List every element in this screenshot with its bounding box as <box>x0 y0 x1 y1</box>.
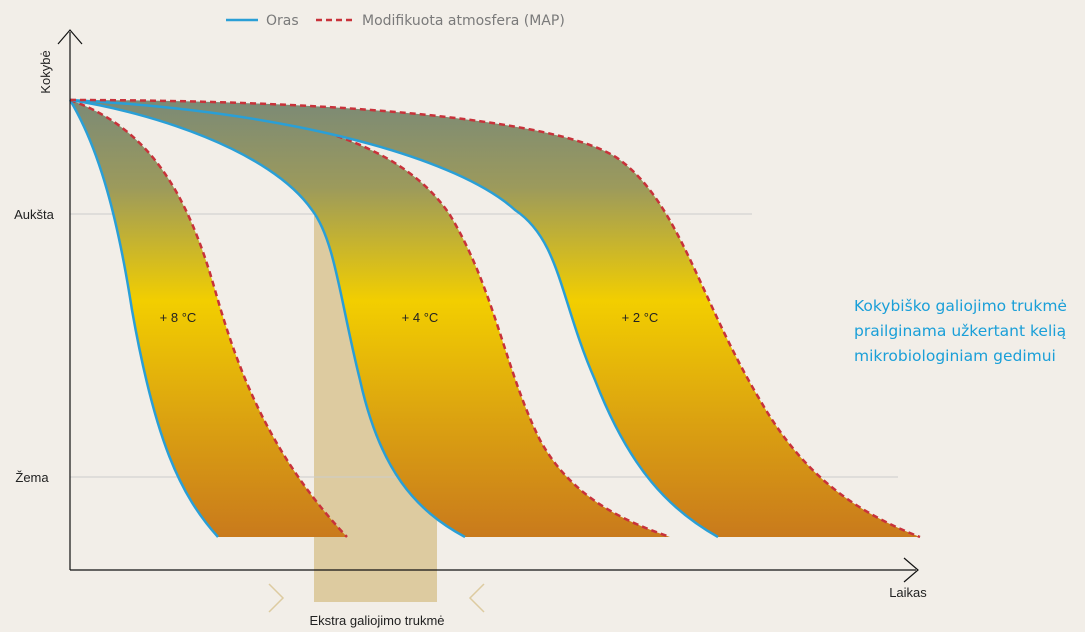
note-line-3: mikrobiologiniam gedimui <box>854 347 1056 365</box>
y-axis <box>57 29 83 570</box>
low-level-label: Žema <box>15 470 49 485</box>
y-axis-label: Kokybė <box>38 50 53 93</box>
x-axis <box>70 557 919 583</box>
band-2c-air-line <box>69 98 719 539</box>
band-4c-fill <box>70 100 670 537</box>
band-8c-label: + 8 °C <box>160 310 197 325</box>
extension-left-chevron-icon <box>268 583 285 613</box>
note-line-2: prailginama užkertant kelią <box>854 322 1066 340</box>
band-8c-fill <box>70 100 347 537</box>
band-4c-air-line <box>69 98 466 539</box>
note-line-1: Kokybiško galiojimo trukmė <box>854 297 1067 315</box>
extension-right-chevron-icon <box>468 583 485 613</box>
band-8c-air-line <box>68 99 219 538</box>
band-2c-label: + 2 °C <box>622 310 659 325</box>
legend-dashed-label: Modifikuota atmosfera (MAP) <box>362 13 565 29</box>
extension-label: Ekstra galiojimo trukmė <box>309 613 444 628</box>
x-axis-label: Laikas <box>889 585 927 600</box>
band-8c <box>68 98 348 538</box>
legend: Oras Modifikuota atmosfera (MAP) <box>226 13 565 29</box>
band-8c-map-line <box>69 98 348 538</box>
band-2c-map-line <box>69 98 921 539</box>
high-level-label: Aukšta <box>14 207 55 222</box>
legend-solid-label: Oras <box>266 13 299 29</box>
band-2c <box>69 98 921 539</box>
side-note: Kokybiško galiojimo trukmė prailginama u… <box>854 297 1067 365</box>
band-4c-label: + 4 °C <box>402 310 439 325</box>
band-2c-fill <box>70 100 920 537</box>
